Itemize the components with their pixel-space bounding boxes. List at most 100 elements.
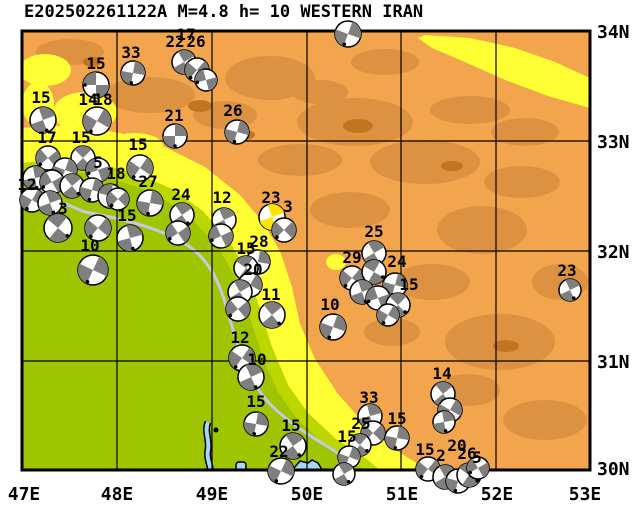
depth-label: 15 [337, 427, 356, 446]
depth-label: 29 [342, 248, 361, 267]
depth-label: 12 [230, 328, 249, 347]
focal-mechanism-beachball [29, 106, 57, 134]
focal-mechanism-beachball [35, 145, 61, 171]
focal-mechanism-beachball [224, 119, 250, 145]
focal-mechanism-beachball [279, 432, 307, 460]
focal-mechanism-beachball [271, 217, 297, 243]
depth-label: 17 [176, 25, 195, 44]
depth-label: 18 [106, 164, 125, 183]
focal-mechanism-beachball [120, 60, 146, 86]
depth-label: 15 [281, 416, 300, 435]
focal-mechanism-beachball [116, 224, 144, 252]
depth-label: 25 [364, 222, 383, 241]
depth-label: 26 [457, 444, 476, 463]
depth-label: 12 [212, 188, 231, 207]
depth-label: 14 [78, 90, 97, 109]
depth-label: 15 [387, 409, 406, 428]
axis-label-longitude: 52E [481, 484, 514, 505]
depth-label: 15 [71, 128, 90, 147]
focal-mechanism-beachball [349, 279, 375, 305]
focal-mechanism-beachball [376, 303, 400, 327]
axis-label-longitude: 49E [196, 484, 229, 505]
terrain-relief [36, 39, 588, 440]
depth-label: 23 [557, 261, 576, 280]
depth-label: 33 [121, 43, 140, 62]
map-border [20, 29, 592, 472]
focal-mechanism-beachball [77, 254, 109, 286]
depth-label: 5 [93, 153, 103, 172]
focal-mechanism-beachball [85, 157, 111, 183]
focal-mechanism-beachball [84, 214, 112, 242]
axis-label-latitude: 33N [597, 132, 630, 153]
focal-mechanism-beachball [106, 187, 130, 211]
axis-label-longitude: 51E [386, 484, 419, 505]
axis-label-longitude: 47E [8, 484, 41, 505]
axis-label-latitude: 30N [597, 459, 630, 480]
depth-label: 28 [249, 232, 268, 251]
focal-mechanism-beachball [384, 425, 410, 451]
axis-label-latitude: 34N [597, 22, 630, 43]
depth-label: 15 [236, 239, 255, 258]
grid-layer [22, 31, 590, 470]
focal-mechanism-beachball [319, 313, 347, 341]
depth-label: 23 [261, 188, 280, 207]
depth-label: 15 [86, 54, 105, 73]
focal-mechanism-beachball [361, 259, 387, 285]
depth-label: 17 [37, 128, 56, 147]
depth-label: 27 [138, 172, 157, 191]
focal-mechanism-beachball [82, 106, 112, 136]
axis-label-latitude: 31N [597, 352, 630, 373]
depth-label: 3 [58, 199, 68, 218]
focal-mechanism-beachball [334, 20, 362, 48]
depth-label: 14 [432, 364, 451, 383]
depth-label: 10 [320, 295, 339, 314]
depth-label: 15 [246, 392, 265, 411]
depth-label: 25 [351, 414, 370, 433]
focal-mechanism-beachball [332, 462, 356, 486]
focal-mechanism-beachball [382, 272, 408, 298]
depth-label: 15 [399, 275, 418, 294]
river [22, 178, 343, 458]
depth-label: 24 [171, 185, 190, 204]
depth-label: 5 [472, 448, 482, 467]
depth-label: 22 [165, 32, 184, 51]
depth-label: 20 [243, 260, 262, 279]
depth-label: 2 [436, 446, 446, 465]
depth-label: 24 [387, 252, 406, 271]
event-title: E202502261122A M=4.8 h= 10 WESTERN IRAN [24, 2, 424, 22]
focal-mechanism-beachball [237, 363, 265, 391]
depth-label: 21 [164, 106, 183, 125]
depth-label: 33 [359, 388, 378, 407]
focal-mechanism-beachball [225, 296, 251, 322]
focal-mechanism-beachball [59, 173, 85, 199]
terrain-green [22, 170, 365, 470]
focal-mechanism-beachball [432, 410, 456, 434]
focal-mechanism-beachball [165, 220, 191, 246]
focal-mechanism-beachball [258, 301, 286, 329]
depth-label: 15 [128, 135, 147, 154]
focal-mechanism-beachball [194, 68, 218, 92]
depth-label: 26 [223, 101, 242, 120]
focal-mechanism-beachball [558, 278, 582, 302]
focal-mechanism-beachball [162, 123, 188, 149]
focal-mechanism-beachball [267, 457, 295, 485]
map-dot [213, 427, 219, 433]
depth-label: 26 [186, 32, 205, 51]
axis-label-longitude: 53E [569, 484, 602, 505]
depth-label: 10 [80, 236, 99, 255]
focal-mechanism-beachball [82, 71, 110, 99]
depth-label: 20 [447, 436, 466, 455]
focal-mechanism-beachball [208, 223, 234, 249]
depth-label: 10 [247, 350, 266, 369]
focal-mechanism-beachball [136, 189, 164, 217]
focal-mechanism-beachball [39, 169, 65, 195]
depth-label: 15 [31, 88, 50, 107]
depth-label: 22 [269, 442, 288, 461]
depth-label: 15 [117, 206, 136, 225]
depth-label: 15 [415, 440, 434, 459]
focal-mechanism-beachball [466, 456, 490, 480]
focal-mechanism-beachball [43, 213, 73, 243]
